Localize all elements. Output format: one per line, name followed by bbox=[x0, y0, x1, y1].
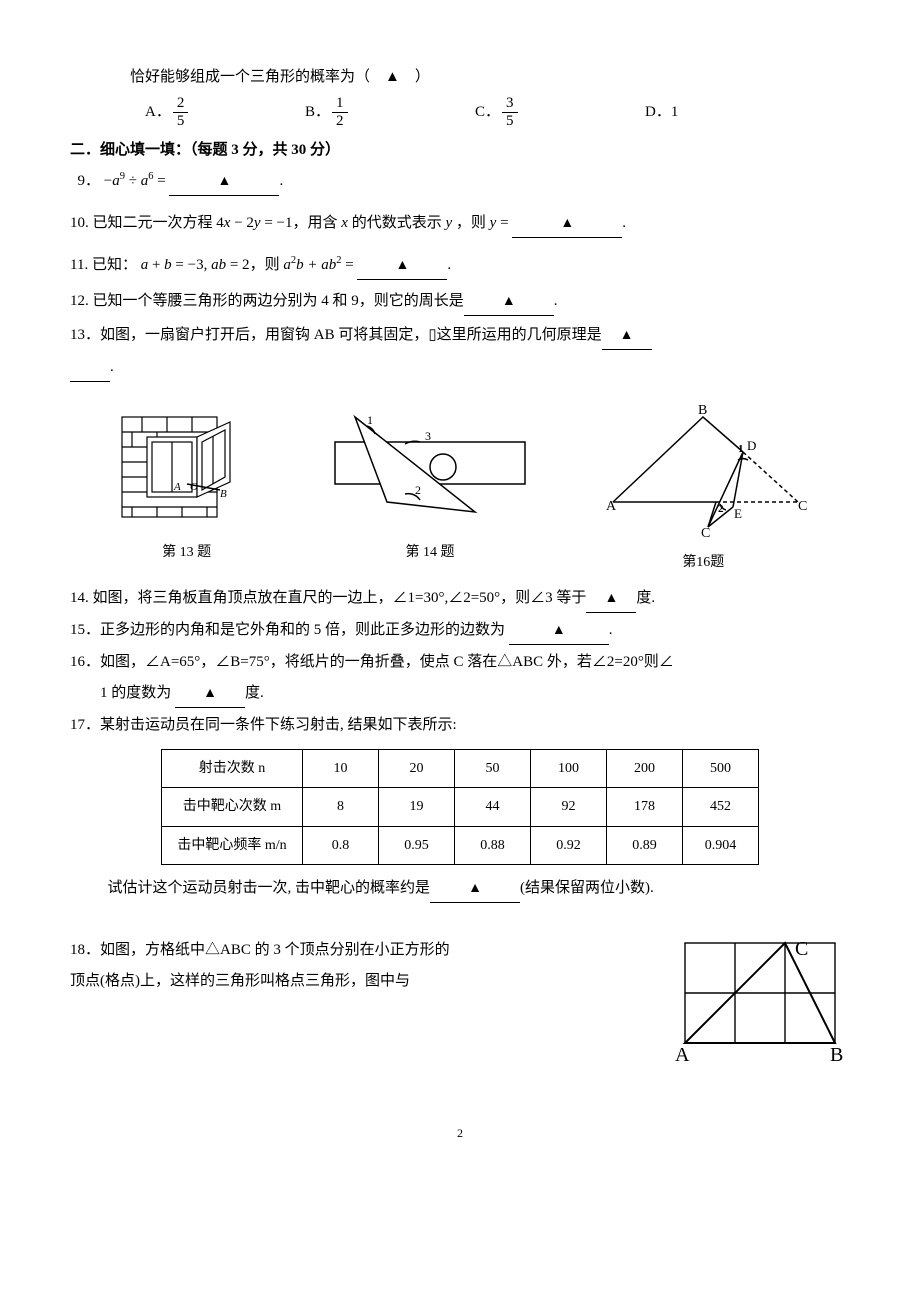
svg-text:2: 2 bbox=[718, 503, 724, 515]
q18-line1: 18．如图，方格纸中△ABC 的 3 个顶点分别在小正方形的 bbox=[70, 937, 640, 964]
option-d: D． 1 bbox=[645, 95, 745, 129]
table-row: 击中靶心次数 m 8194492178452 bbox=[162, 788, 759, 826]
q16-line2: 1 的度数为 ▲度. bbox=[70, 680, 850, 708]
q8-stem: 恰好能够组成一个三角形的概率为（ ▲ ） bbox=[70, 64, 850, 91]
svg-text:B: B bbox=[830, 1044, 843, 1066]
fig14-caption: 第 14 题 bbox=[325, 540, 535, 565]
svg-text:O: O bbox=[190, 481, 198, 493]
q17b: 试估计这个运动员射击一次, 击中靶心的概率约是▲(结果保留两位小数). bbox=[70, 875, 850, 903]
q11: 11. 已知： a + b = −3, ab = 2，则 a2b + ab2 =… bbox=[70, 252, 850, 280]
q9: 9． −a9 ÷ a6 = ▲. bbox=[70, 168, 850, 196]
svg-text:A: A bbox=[173, 481, 181, 493]
svg-text:C: C bbox=[701, 526, 710, 541]
table-row: 击中靶心频率 m/n 0.80.950.880.920.890.904 bbox=[162, 826, 759, 864]
q10: 10. 已知二元一次方程 4x − 2y = −1，用含 x 的代数式表示 y … bbox=[70, 210, 850, 238]
figure-18: A B C bbox=[670, 933, 850, 1083]
option-a: A． 25 bbox=[145, 95, 305, 129]
svg-text:C: C bbox=[798, 499, 807, 514]
svg-text:E: E bbox=[734, 506, 742, 521]
q13: 13．如图，一扇窗户打开后，用窗钩 AB 可将其固定，▯这里所运用的几何原理是▲ bbox=[70, 322, 850, 350]
fig16-caption: 第16题 bbox=[598, 550, 808, 575]
q13-cont: . bbox=[70, 354, 850, 382]
q17: 17．某射击运动员在同一条件下练习射击, 结果如下表所示: bbox=[70, 712, 850, 739]
fig13-caption: 第 13 题 bbox=[112, 540, 262, 565]
svg-text:B: B bbox=[220, 488, 227, 500]
figure-16: A B C D E C 1 2 第16题 bbox=[598, 402, 808, 575]
option-b: B． 12 bbox=[305, 95, 475, 129]
figure-14: 1 2 3 第 14 题 bbox=[325, 402, 535, 575]
svg-text:3: 3 bbox=[425, 429, 431, 443]
svg-text:A: A bbox=[606, 499, 617, 514]
q15: 15．正多边形的内角和是它外角和的 5 倍，则此正多边形的边数为 ▲. bbox=[70, 617, 850, 645]
page-number: 2 bbox=[70, 1123, 850, 1145]
svg-text:C: C bbox=[795, 938, 808, 960]
svg-text:B: B bbox=[698, 403, 707, 418]
figures-row: A O B 第 13 题 1 2 3 第 14 题 bbox=[70, 402, 850, 575]
section-2-heading: 二．细心填一填：（每题 3 分，共 30 分） bbox=[70, 137, 850, 164]
svg-text:2: 2 bbox=[415, 483, 421, 497]
q17-table: 射击次数 n 102050100200500 击中靶心次数 m 81944921… bbox=[161, 749, 759, 865]
svg-text:D: D bbox=[747, 438, 756, 453]
svg-text:1: 1 bbox=[367, 413, 373, 427]
figure-13: A O B 第 13 题 bbox=[112, 402, 262, 575]
svg-text:1: 1 bbox=[738, 443, 744, 455]
q14: 14. 如图，将三角板直角顶点放在直尺的一边上，∠1=30°,∠2=50°，则∠… bbox=[70, 585, 850, 613]
q16: 16．如图，∠A=65°，∠B=75°，将纸片的一角折叠，使点 C 落在△ABC… bbox=[70, 649, 850, 676]
table-row: 射击次数 n 102050100200500 bbox=[162, 750, 759, 788]
q12: 12. 已知一个等腰三角形的两边分别为 4 和 9，则它的周长是▲. bbox=[70, 288, 850, 316]
q18: 18．如图，方格纸中△ABC 的 3 个顶点分别在小正方形的 顶点(格点)上，这… bbox=[70, 933, 850, 1083]
svg-text:A: A bbox=[675, 1044, 690, 1066]
option-c: C． 35 bbox=[475, 95, 645, 129]
q8-options: A． 25 B． 12 C． 35 D． 1 bbox=[70, 95, 850, 129]
q18-line2: 顶点(格点)上，这样的三角形叫格点三角形，图中与 bbox=[70, 968, 640, 995]
